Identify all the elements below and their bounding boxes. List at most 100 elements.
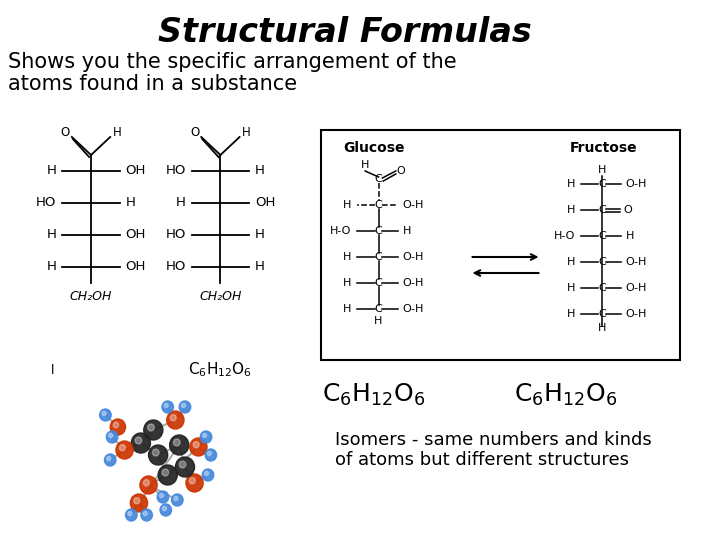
Circle shape (143, 511, 147, 516)
Circle shape (179, 401, 191, 413)
Circle shape (160, 504, 171, 516)
Circle shape (159, 494, 163, 497)
Circle shape (202, 434, 207, 437)
Text: H: H (402, 226, 411, 236)
Text: $\mathregular{C_6H_{12}O_6}$: $\mathregular{C_6H_{12}O_6}$ (513, 382, 617, 408)
Circle shape (102, 411, 106, 416)
Text: Isomers - same numbers and kinds: Isomers - same numbers and kinds (336, 431, 652, 449)
Text: OH: OH (255, 197, 275, 210)
Circle shape (174, 496, 178, 501)
Text: CH₂OH: CH₂OH (199, 291, 242, 303)
Text: C: C (374, 252, 382, 262)
Circle shape (179, 461, 186, 468)
Text: l: l (51, 363, 55, 376)
Text: H: H (112, 126, 121, 139)
Text: H-O: H-O (554, 231, 575, 241)
Text: HO: HO (36, 197, 57, 210)
Text: O: O (190, 126, 199, 139)
Text: O-H: O-H (402, 304, 424, 314)
Circle shape (148, 424, 154, 431)
Text: C: C (374, 174, 382, 184)
Text: H: H (343, 304, 351, 314)
Text: H: H (374, 316, 383, 326)
Text: atoms found in a substance: atoms found in a substance (8, 74, 297, 94)
Circle shape (158, 465, 177, 485)
Circle shape (120, 444, 125, 451)
Text: H: H (567, 257, 575, 267)
Text: O-H: O-H (626, 283, 647, 293)
Circle shape (181, 403, 186, 408)
Text: OH: OH (125, 260, 146, 273)
Text: H: H (242, 126, 251, 139)
Text: Shows you the specific arrangement of the: Shows you the specific arrangement of th… (8, 52, 456, 72)
Circle shape (176, 457, 194, 477)
Circle shape (189, 477, 195, 484)
Circle shape (162, 507, 166, 511)
Text: C: C (374, 278, 382, 288)
Text: H: H (626, 231, 634, 241)
Circle shape (125, 509, 137, 521)
Text: C: C (598, 179, 606, 189)
Text: H: H (47, 228, 57, 241)
Text: C: C (374, 304, 382, 314)
Circle shape (207, 451, 212, 456)
Circle shape (107, 431, 118, 443)
Text: Fructose: Fructose (570, 141, 638, 155)
Circle shape (193, 442, 199, 448)
Circle shape (186, 474, 203, 492)
Text: O: O (624, 205, 633, 215)
Circle shape (128, 511, 132, 516)
Circle shape (164, 403, 168, 408)
Text: H: H (567, 309, 575, 319)
Circle shape (144, 420, 163, 440)
Text: H: H (598, 165, 606, 175)
Circle shape (140, 476, 157, 494)
Text: C: C (374, 200, 382, 210)
Text: OH: OH (125, 165, 146, 178)
Text: O: O (396, 166, 405, 176)
Text: H-O: H-O (330, 226, 351, 236)
Text: O: O (60, 126, 70, 139)
Text: H: H (567, 205, 575, 215)
Circle shape (109, 434, 113, 437)
Text: HO: HO (166, 165, 186, 178)
Circle shape (107, 456, 111, 461)
Bar (321, 130, 680, 360)
Circle shape (157, 491, 168, 503)
Circle shape (104, 454, 116, 466)
Text: H: H (567, 283, 575, 293)
Circle shape (170, 415, 176, 421)
Circle shape (110, 419, 125, 435)
Text: $\mathregular{C_6H_{12}O_6}$: $\mathregular{C_6H_{12}O_6}$ (322, 382, 426, 408)
Text: OH: OH (125, 228, 146, 241)
Text: H: H (255, 165, 265, 178)
Circle shape (134, 497, 140, 504)
Text: C: C (374, 226, 382, 236)
Circle shape (141, 509, 153, 521)
Text: H: H (125, 197, 135, 210)
Text: C: C (598, 231, 606, 241)
Text: O-H: O-H (402, 278, 424, 288)
Circle shape (130, 494, 148, 512)
Text: C: C (598, 257, 606, 267)
Circle shape (190, 438, 207, 456)
Circle shape (162, 469, 168, 476)
Circle shape (174, 439, 180, 446)
Text: H: H (343, 278, 351, 288)
Text: H: H (361, 160, 369, 170)
Text: Structural Formulas: Structural Formulas (158, 16, 532, 49)
Text: O-H: O-H (402, 200, 424, 210)
Circle shape (202, 469, 214, 481)
Circle shape (131, 433, 150, 453)
Circle shape (135, 437, 142, 444)
Text: O-H: O-H (626, 257, 647, 267)
Circle shape (200, 431, 212, 443)
Text: H: H (255, 228, 265, 241)
Circle shape (143, 480, 150, 486)
Circle shape (170, 435, 189, 455)
Circle shape (162, 401, 174, 413)
Circle shape (205, 449, 217, 461)
Circle shape (171, 494, 183, 506)
Text: CH₂OH: CH₂OH (70, 291, 112, 303)
Text: H: H (567, 179, 575, 189)
